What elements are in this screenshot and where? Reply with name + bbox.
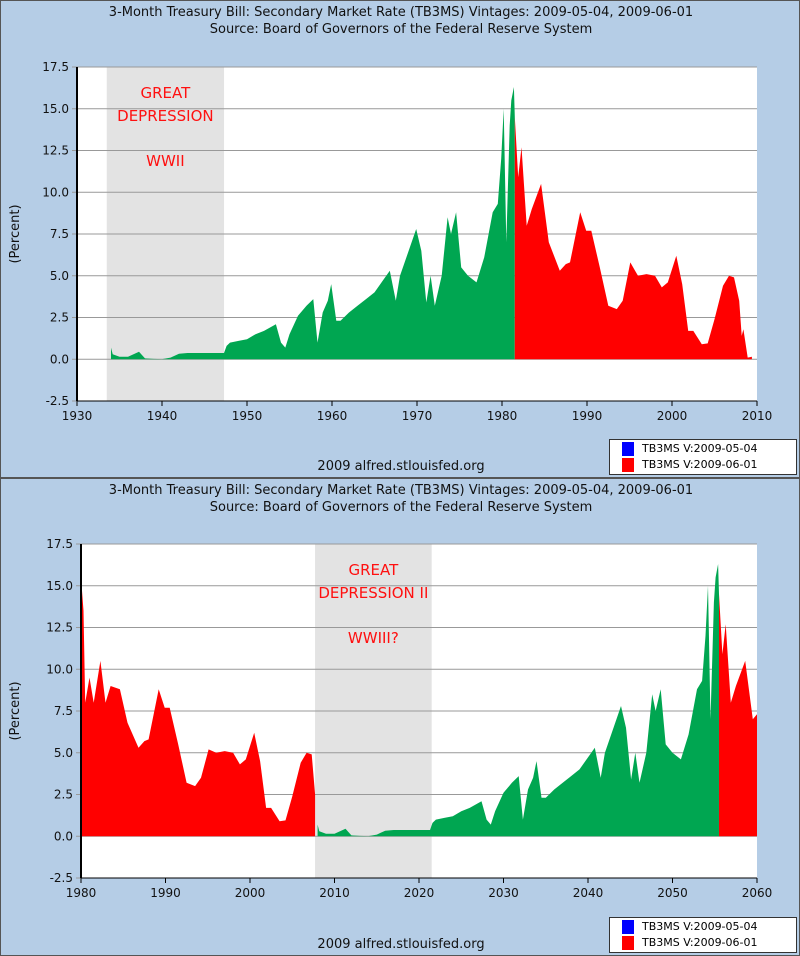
series-area-red-tail	[718, 594, 757, 837]
legend-label: TB3MS V:2009-06-01	[642, 936, 758, 949]
y-axis-label: (Percent)	[8, 681, 23, 740]
annotation-text: GREAT	[348, 561, 399, 579]
y-tick-label: 12.5	[42, 144, 69, 158]
y-tick-label: 0.0	[54, 829, 73, 843]
series-area-red-early	[81, 577, 316, 837]
annotation-text: DEPRESSION	[117, 107, 213, 125]
y-tick-label: 17.5	[46, 537, 73, 551]
x-tick-label: 1990	[150, 886, 181, 900]
legend-label: TB3MS V:2009-05-04	[642, 442, 758, 455]
legend: TB3MS V:2009-05-04 TB3MS V:2009-06-01	[609, 917, 797, 953]
series-area-red	[514, 117, 752, 360]
y-tick-label: 0.0	[50, 352, 69, 366]
x-tick-label: 1990	[572, 409, 603, 423]
y-tick-label: 15.0	[42, 102, 69, 116]
x-tick-label: 2000	[235, 886, 266, 900]
legend-swatch-blue	[622, 441, 634, 456]
legend-swatch-blue	[622, 919, 634, 934]
legend-label: TB3MS V:2009-05-04	[642, 920, 758, 933]
chart-footer: 2009 alfred.stlouisfed.org	[317, 459, 485, 474]
chart-subtitle: Source: Board of Governors of the Federa…	[209, 22, 593, 37]
annotation-text: DEPRESSION II	[318, 584, 428, 602]
y-tick-label: 10.0	[46, 662, 73, 676]
y-tick-label: 5.0	[50, 269, 69, 283]
x-tick-label: 2060	[742, 886, 773, 900]
x-tick-label: 2000	[657, 409, 688, 423]
y-tick-label: 2.5	[50, 311, 69, 325]
y-tick-label: -2.5	[46, 394, 69, 408]
legend-swatch-red	[622, 935, 634, 950]
x-tick-label: 1950	[232, 409, 263, 423]
x-tick-label: 2030	[488, 886, 519, 900]
x-tick-label: 2050	[657, 886, 688, 900]
annotation-text: WWIII?	[348, 629, 399, 647]
legend-item: TB3MS V:2009-06-01	[610, 935, 796, 950]
y-tick-label: 7.5	[50, 227, 69, 241]
x-tick-label: 2010	[742, 409, 773, 423]
chart-panel-top: 3-Month Treasury Bill: Secondary Market …	[0, 0, 800, 478]
legend-item: TB3MS V:2009-06-01	[610, 457, 796, 472]
x-tick-label: 1980	[487, 409, 518, 423]
y-tick-label: 17.5	[42, 60, 69, 74]
series-area-green	[111, 87, 515, 360]
x-tick-label: 1960	[317, 409, 348, 423]
legend: TB3MS V:2009-05-04 TB3MS V:2009-06-01	[609, 439, 797, 475]
x-tick-label: 2010	[319, 886, 350, 900]
legend-item: TB3MS V:2009-05-04	[610, 919, 796, 934]
x-tick-label: 2020	[404, 886, 435, 900]
y-axis-label: (Percent)	[8, 204, 23, 263]
chart-footer: 2009 alfred.stlouisfed.org	[317, 937, 485, 952]
legend-item: TB3MS V:2009-05-04	[610, 441, 796, 456]
annotation-text: GREAT	[141, 84, 192, 102]
y-tick-label: 7.5	[54, 704, 73, 718]
chart-title: 3-Month Treasury Bill: Secondary Market …	[108, 5, 694, 20]
chart-subtitle: Source: Board of Governors of the Federa…	[209, 500, 593, 515]
x-tick-label: 1940	[147, 409, 178, 423]
x-tick-label: 1970	[402, 409, 433, 423]
legend-swatch-red	[622, 457, 634, 472]
chart-panel-bottom: 3-Month Treasury Bill: Secondary Market …	[0, 478, 800, 956]
y-tick-label: 12.5	[46, 621, 73, 635]
y-tick-label: 5.0	[54, 746, 73, 760]
x-tick-label: 1980	[66, 886, 97, 900]
x-tick-label: 2040	[573, 886, 604, 900]
y-tick-label: 15.0	[46, 579, 73, 593]
y-tick-label: 10.0	[42, 185, 69, 199]
legend-label: TB3MS V:2009-06-01	[642, 458, 758, 471]
series-area-green	[317, 564, 719, 837]
y-tick-label: 2.5	[54, 788, 73, 802]
y-tick-label: -2.5	[50, 871, 73, 885]
annotation-text: WWII	[146, 152, 185, 170]
x-tick-label: 1930	[62, 409, 93, 423]
chart-title: 3-Month Treasury Bill: Secondary Market …	[108, 483, 694, 498]
